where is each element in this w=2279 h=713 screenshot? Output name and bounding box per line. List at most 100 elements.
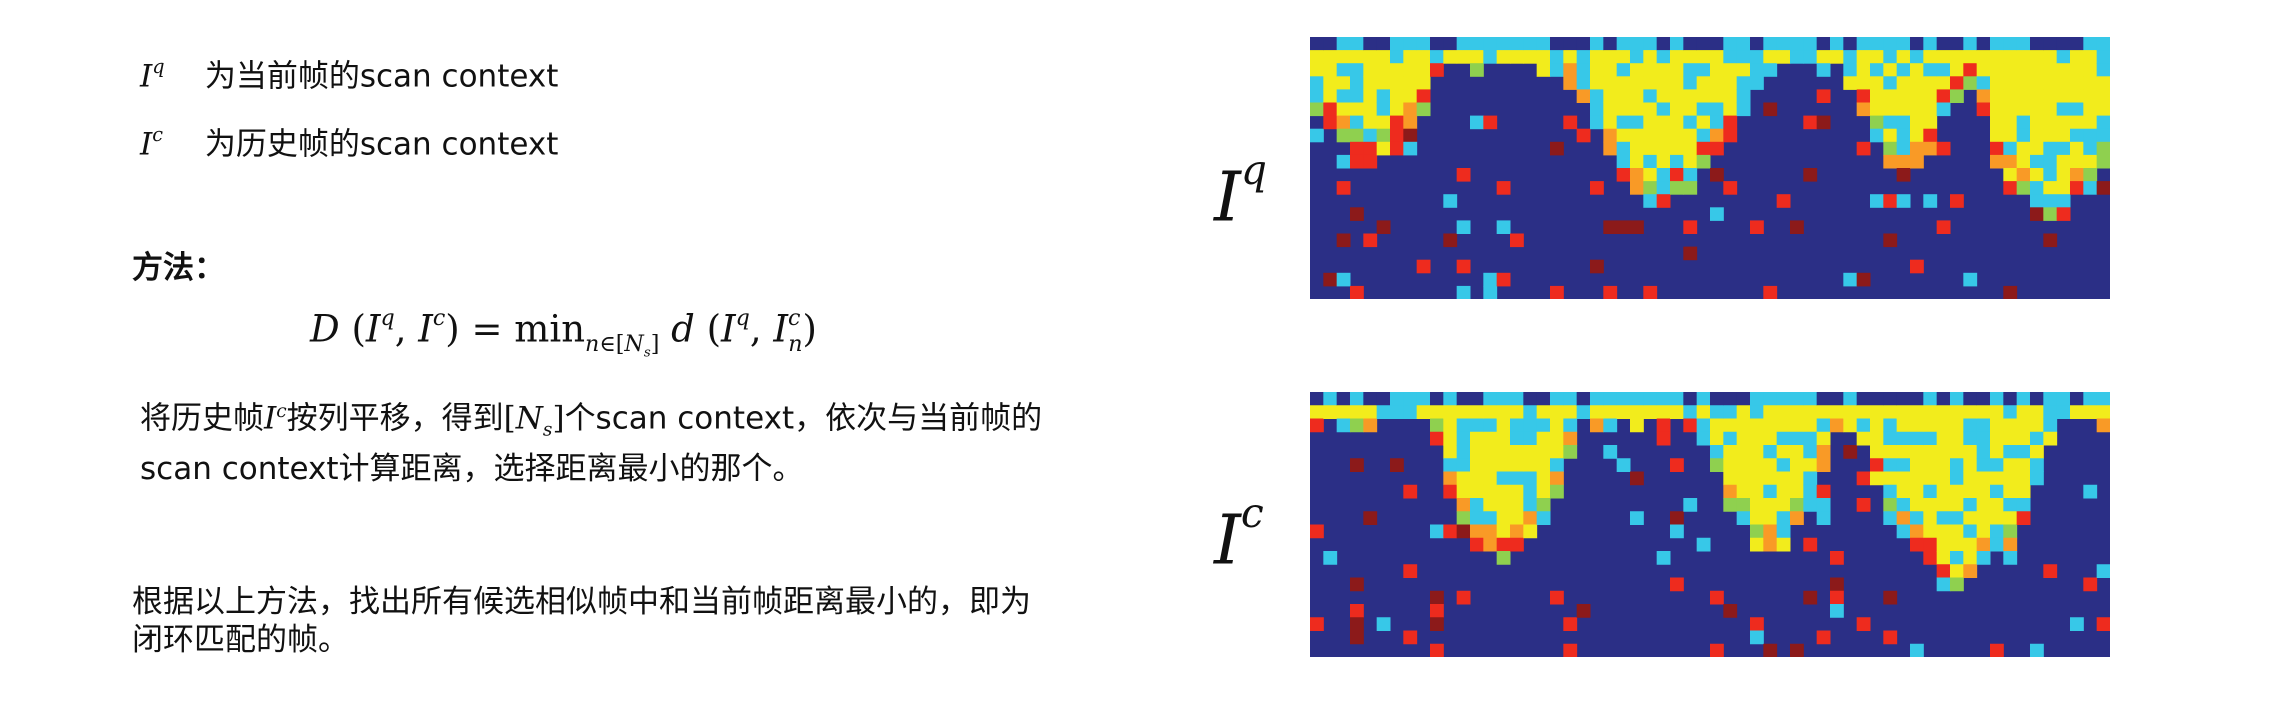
heatmap-cell <box>1923 551 1938 565</box>
heatmap-cell <box>1563 63 1578 77</box>
heatmap-cell <box>2070 115 2084 130</box>
heatmap-cell <box>1976 102 1991 117</box>
heatmap-cell <box>1576 63 1591 77</box>
heatmap-cell <box>2030 445 2044 459</box>
heatmap-cell <box>1843 418 1858 433</box>
heatmap-cell <box>1790 392 1804 406</box>
heatmap-cell <box>1456 392 1471 406</box>
heatmap-cell <box>1990 392 2004 406</box>
heatmap-cell <box>2070 168 2084 182</box>
heatmap-cell <box>1336 418 1351 433</box>
heatmap-cell <box>1470 484 1484 499</box>
heatmap-cell <box>1470 418 1484 433</box>
heatmap-cell <box>1976 37 1991 51</box>
heatmap-cell <box>2096 128 2110 143</box>
heatmap-cell <box>2096 63 2110 77</box>
heatmap-cell <box>2030 141 2044 156</box>
heatmap-cell <box>1870 37 1884 51</box>
heatmap-cell <box>1323 115 1338 130</box>
heatmap-cell <box>1523 484 1538 499</box>
heatmap-cell <box>2003 154 2018 169</box>
heatmap-cell <box>1763 50 1778 64</box>
heatmap-cell <box>1710 643 1724 657</box>
heatmap-cell <box>1976 511 1991 525</box>
heatmap-cell <box>1803 418 1818 433</box>
heatmap-cell <box>1670 128 1684 143</box>
heatmap-cell <box>1976 418 1991 433</box>
heatmap-cell <box>1883 76 1898 90</box>
heatmap-cell <box>1923 76 1938 90</box>
heatmap-cell <box>1763 37 1778 51</box>
heatmap-cell <box>1350 102 1364 117</box>
heatmap-cell <box>1696 89 1711 103</box>
heatmap-cell <box>1323 89 1338 103</box>
heatmap-cell <box>1376 63 1391 77</box>
heatmap-cell <box>1590 76 1604 90</box>
heatmap-cell <box>1670 154 1684 169</box>
heatmap-cell <box>1923 141 1938 156</box>
heatmap-cell <box>1883 154 1898 169</box>
heatmap-cell <box>2056 102 2071 117</box>
heatmap-cell <box>1470 50 1484 64</box>
definition-iq-text: 为当前帧的scan context <box>204 58 559 95</box>
heatmap-cell <box>1830 590 1844 605</box>
heatmap-cell <box>1923 511 1938 525</box>
heatmap-cell <box>1403 76 1418 90</box>
heatmap-cell <box>1683 498 1698 512</box>
heatmap-cell <box>1350 50 1364 64</box>
heatmap-cell <box>1336 102 1351 117</box>
heatmap-cell <box>2043 128 2058 143</box>
heatmap-cell <box>1590 392 1604 406</box>
heatmap-cell <box>1643 63 1658 77</box>
heatmap-cell <box>2043 141 2058 156</box>
heatmap-cell <box>1856 37 1871 51</box>
heatmap-cell <box>1416 405 1431 419</box>
heatmap-cell <box>1803 115 1818 130</box>
heatmap-cell <box>1963 392 1978 406</box>
heatmap-cell <box>1376 220 1391 234</box>
heatmap-cell <box>1416 37 1431 51</box>
heatmap-cell <box>1936 458 1951 472</box>
heatmap-cell <box>1536 418 1551 433</box>
heatmap-cell <box>1403 128 1418 143</box>
heatmap-cell <box>1656 551 1671 565</box>
heatmap-cell <box>1816 50 1831 64</box>
heatmap-cell <box>1816 115 1831 130</box>
heatmap-cell <box>2030 418 2044 433</box>
heatmap-cell <box>1523 431 1538 446</box>
heatmap-cell <box>1683 128 1698 143</box>
heatmap-cell <box>1483 272 1498 287</box>
scan-context-heatmap-candidate <box>1310 392 2110 657</box>
heatmap-cell <box>1896 50 1911 64</box>
heatmap-cell <box>1950 445 1964 459</box>
heatmap-cell <box>1390 458 1404 472</box>
conclusion-line-1: 根据以上方法，找出所有候选相似帧中和当前帧距离最小的，即为 <box>132 584 1031 620</box>
heatmap-cell <box>1470 392 1484 406</box>
heatmap-cell <box>2083 115 2098 130</box>
heatmap-cell <box>1723 50 1738 64</box>
heatmap-cell <box>1336 128 1351 143</box>
heatmap-cell <box>2016 128 2031 143</box>
heatmap-cell <box>1830 37 1844 51</box>
heatmap-cell <box>1496 498 1511 512</box>
heatmap-cell <box>1776 37 1791 51</box>
heatmap-cell <box>1403 37 1418 51</box>
heatmap-cell <box>1376 102 1391 117</box>
heatmap-cell <box>1990 431 2004 446</box>
heatmap-cell <box>1723 63 1738 77</box>
heatmap-cell <box>1430 37 1444 51</box>
heatmap-cell <box>1816 431 1831 446</box>
heatmap-cell <box>1430 63 1444 77</box>
heatmap-cell <box>1883 590 1898 605</box>
heatmap-cell <box>2070 128 2084 143</box>
heatmap-cell <box>1310 63 1324 77</box>
heatmap-cell <box>2083 50 2098 64</box>
heatmap-cell <box>1896 154 1911 169</box>
heatmap-cell <box>1803 590 1818 605</box>
heatmap-cell <box>1456 168 1471 182</box>
heatmap-cell <box>1363 233 1378 248</box>
heatmap-cell <box>1936 141 1951 156</box>
heatmap-cell <box>2043 194 2058 208</box>
heatmap-cell <box>1856 617 1871 631</box>
heatmap-cell <box>1456 524 1471 539</box>
